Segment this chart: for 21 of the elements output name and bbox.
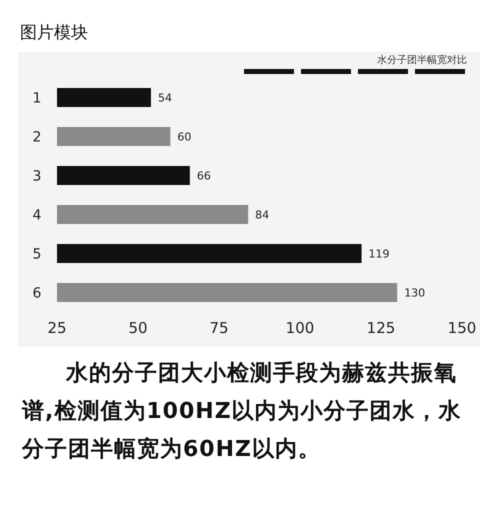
x-tick-label: 150 [448, 319, 476, 337]
data-label: 119 [368, 248, 390, 260]
data-label: 60 [177, 130, 192, 144]
y-tick-label: 5 [32, 246, 42, 262]
x-tick-label: 100 [286, 319, 314, 337]
legend-title: 水分子团半幅宽对比 [377, 54, 467, 66]
x-tick-label: 25 [47, 319, 67, 337]
x-tick-label: 75 [209, 319, 229, 337]
data-label: 66 [196, 170, 211, 182]
chart-title: 图片模块 [20, 23, 88, 43]
x-tick-label: 125 [366, 319, 396, 337]
y-tick-label: 4 [32, 208, 42, 224]
text: 水的分子团大小检测手段为赫兹共振氧谱,检测值为100HZ以内为小分子团水，水分子团半幅宽为60HZ以内。 [22, 360, 463, 464]
y-tick-label: 1 [32, 90, 42, 106]
y-tick-label: 3 [32, 168, 42, 184]
data-label: 130 [404, 286, 426, 300]
x-tick-label: 50 [128, 319, 148, 337]
y-tick-label: 6 [32, 286, 42, 302]
data-label: 84 [255, 208, 270, 222]
y-tick-label: 2 [32, 130, 42, 146]
data-label: 54 [158, 92, 172, 104]
